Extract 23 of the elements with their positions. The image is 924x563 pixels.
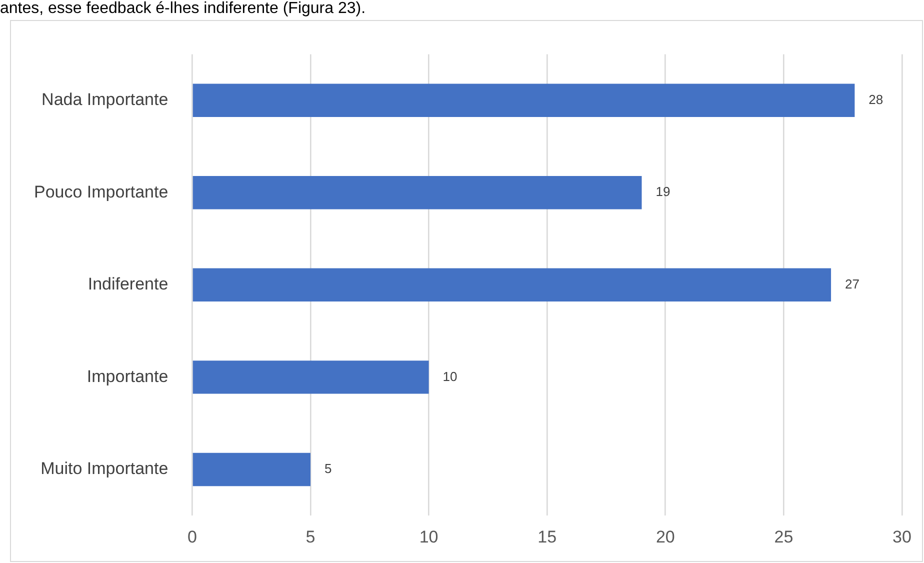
data-label: 19 bbox=[656, 184, 670, 200]
data-label: 5 bbox=[324, 461, 332, 476]
text: antes, esse feedback é-lhes indiferente (Figura 23). bbox=[0, 0, 366, 18]
x-tick-label: 25 bbox=[774, 527, 794, 546]
y-tick-label: Muito Importante bbox=[40, 459, 168, 478]
data-label: 10 bbox=[442, 368, 458, 384]
x-tick-label: 15 bbox=[538, 527, 557, 546]
x-tick-label: 10 bbox=[419, 527, 438, 546]
data-label: 28 bbox=[868, 92, 884, 107]
y-tick-label: Pouco Importante bbox=[34, 182, 168, 202]
bar bbox=[192, 84, 855, 117]
bar bbox=[192, 268, 832, 302]
x-tick-label: 20 bbox=[656, 527, 675, 546]
bar bbox=[192, 360, 429, 394]
y-tick-label: Importante bbox=[86, 366, 168, 386]
x-tick-label: 30 bbox=[892, 527, 912, 546]
bar bbox=[192, 176, 642, 210]
x-tick-label: 0 bbox=[187, 527, 197, 546]
y-tick-label: Nada Importante bbox=[42, 90, 168, 110]
bar bbox=[192, 452, 310, 486]
data-label: 27 bbox=[845, 276, 860, 292]
x-tick-label: 5 bbox=[306, 527, 316, 546]
y-tick-label: Indiferente bbox=[88, 274, 168, 294]
